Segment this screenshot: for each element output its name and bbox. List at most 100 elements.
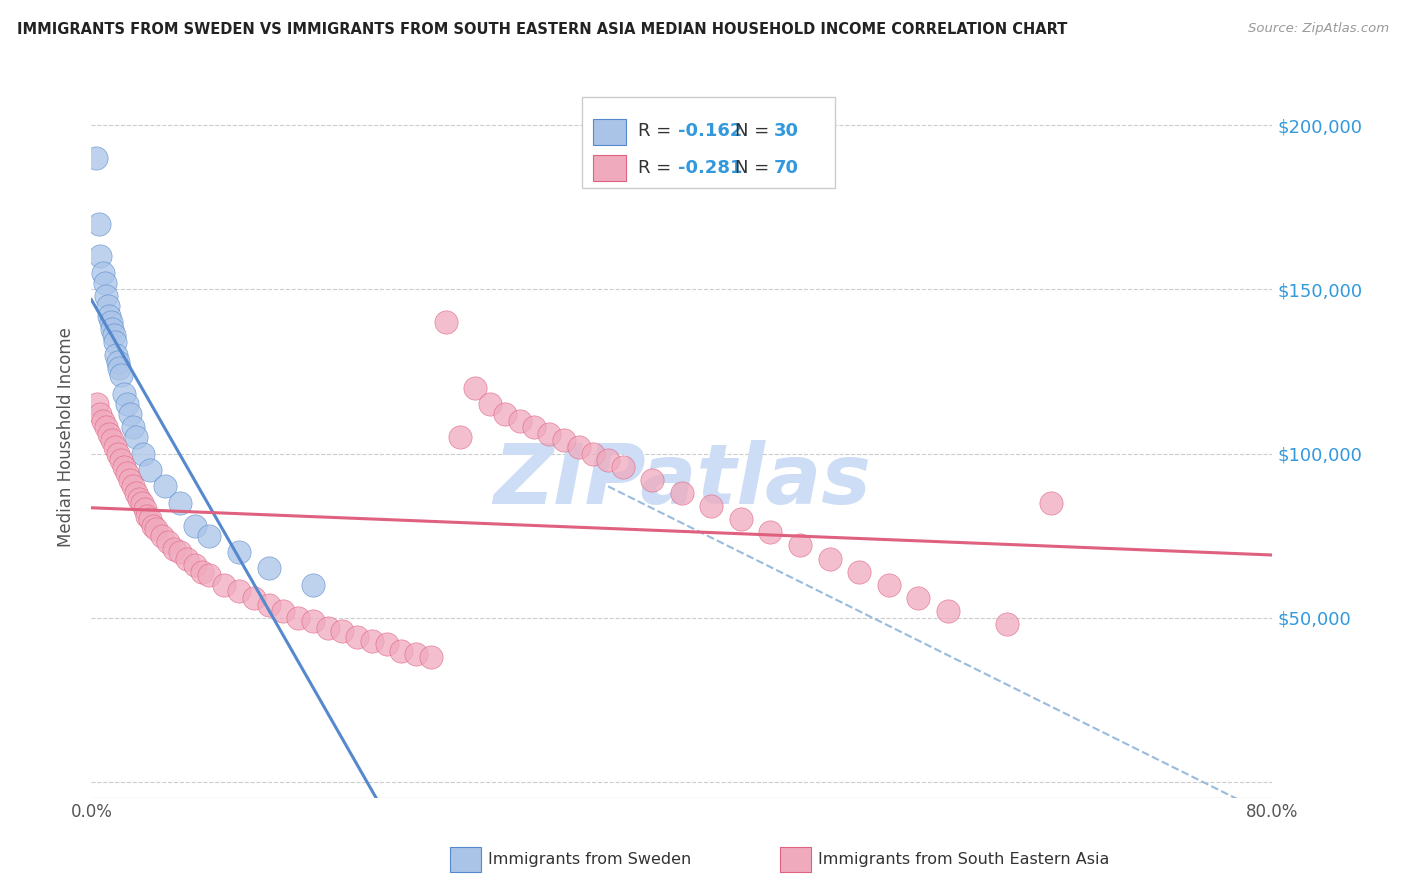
Point [96, 289, 118, 303]
Point [553, 434, 575, 448]
Point [405, 647, 427, 661]
Point [136, 508, 159, 523]
Point [169, 545, 191, 559]
Point [183, 558, 207, 573]
Point [360, 633, 382, 648]
Point [98, 309, 121, 323]
Point [671, 486, 693, 500]
Text: Immigrants from Sweden: Immigrants from Sweden [488, 853, 692, 867]
Point [907, 591, 929, 605]
Point [198, 528, 221, 542]
Point [124, 430, 148, 444]
Point [478, 397, 502, 411]
Point [301, 614, 323, 628]
Point [176, 551, 198, 566]
Point [523, 420, 546, 434]
Point [153, 479, 177, 493]
Point [759, 525, 782, 540]
Point [124, 486, 148, 500]
Point [995, 617, 1018, 632]
Point [730, 512, 752, 526]
Point [434, 315, 457, 329]
Text: -0.281: -0.281 [678, 159, 742, 177]
Text: Immigrants from South Eastern Asia: Immigrants from South Eastern Asia [818, 853, 1109, 867]
FancyBboxPatch shape [593, 120, 627, 145]
Point [582, 446, 605, 460]
Point [128, 492, 150, 507]
Point [641, 473, 664, 487]
Point [105, 348, 128, 362]
Point [107, 354, 129, 368]
Point [450, 430, 472, 444]
Point [108, 361, 131, 376]
Point [612, 459, 634, 474]
Point [789, 538, 811, 552]
Point [568, 440, 591, 454]
Point [228, 584, 250, 599]
Point [1040, 496, 1063, 510]
Point [121, 479, 143, 493]
Point [877, 578, 900, 592]
Point [818, 551, 841, 566]
Point [100, 315, 122, 329]
Point [273, 604, 295, 618]
Point [848, 565, 870, 579]
Point [287, 611, 309, 625]
Point [157, 535, 180, 549]
Point [87, 217, 110, 231]
Point [107, 446, 129, 460]
Point [91, 414, 114, 428]
Point [139, 512, 162, 526]
Point [346, 631, 368, 645]
Point [509, 414, 531, 428]
Point [98, 426, 121, 441]
Point [104, 440, 127, 454]
Text: 30: 30 [775, 122, 799, 140]
Text: N =: N = [735, 122, 775, 140]
Point [198, 568, 221, 582]
Point [115, 397, 138, 411]
Text: -0.162: -0.162 [678, 122, 742, 140]
Point [91, 266, 114, 280]
Point [89, 250, 111, 264]
Point [132, 446, 155, 460]
Point [936, 604, 959, 618]
Text: N =: N = [735, 159, 775, 177]
Point [118, 407, 141, 421]
Point [169, 496, 191, 510]
Point [191, 565, 214, 579]
Point [110, 368, 132, 382]
Text: 70: 70 [775, 159, 799, 177]
Point [101, 434, 124, 448]
Point [163, 541, 186, 556]
Y-axis label: Median Household Income: Median Household Income [58, 327, 76, 547]
Point [86, 397, 108, 411]
Text: Source: ZipAtlas.com: Source: ZipAtlas.com [1249, 22, 1389, 36]
Point [700, 499, 723, 513]
Point [537, 426, 560, 441]
Point [131, 496, 153, 510]
Point [134, 502, 156, 516]
Point [104, 334, 127, 349]
Point [243, 591, 266, 605]
Point [145, 522, 167, 536]
Point [97, 299, 120, 313]
Point [494, 407, 516, 421]
Point [257, 598, 280, 612]
Point [150, 528, 173, 542]
Point [257, 561, 280, 575]
Point [301, 578, 323, 592]
Point [389, 643, 413, 657]
FancyBboxPatch shape [582, 97, 835, 188]
Point [332, 624, 354, 638]
Point [464, 381, 486, 395]
Point [139, 463, 162, 477]
Point [375, 637, 398, 651]
Text: R =: R = [638, 159, 678, 177]
Text: ZIPatlas: ZIPatlas [494, 440, 870, 521]
Text: IMMIGRANTS FROM SWEDEN VS IMMIGRANTS FROM SOUTH EASTERN ASIA MEDIAN HOUSEHOLD IN: IMMIGRANTS FROM SWEDEN VS IMMIGRANTS FRO… [17, 22, 1067, 37]
Point [84, 151, 107, 165]
Point [142, 518, 165, 533]
Point [121, 420, 143, 434]
Point [596, 453, 619, 467]
